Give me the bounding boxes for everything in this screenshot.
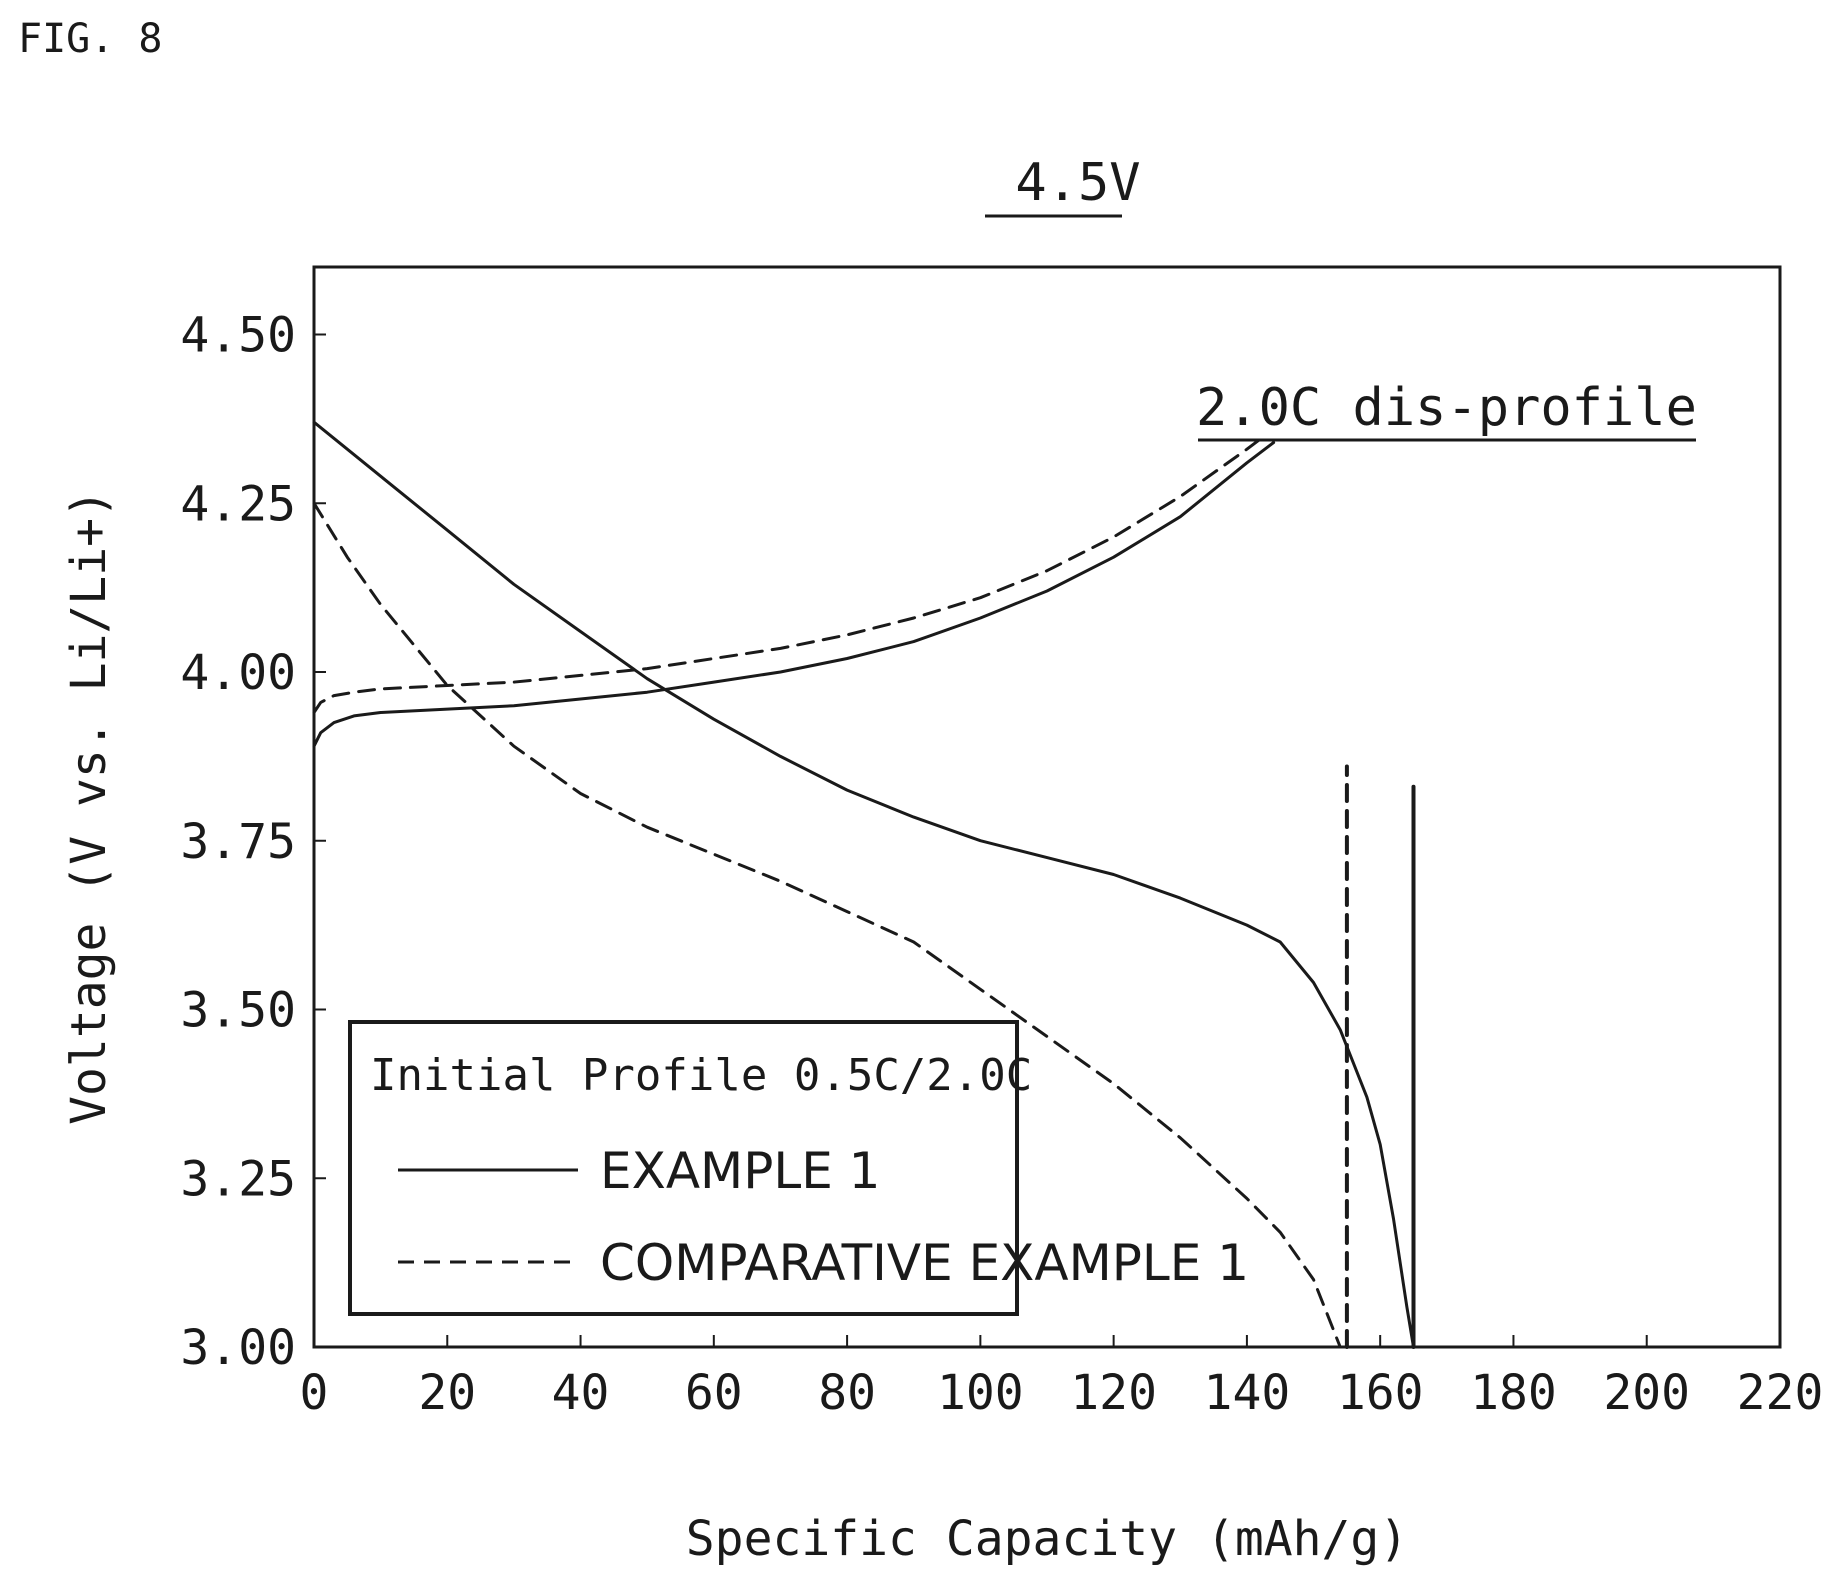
x-tick-label: 100 bbox=[937, 1365, 1024, 1421]
y-tick-label: 3.50 bbox=[180, 983, 296, 1039]
x-tick-label: 60 bbox=[685, 1365, 743, 1421]
annotation-dis-profile: 2.0C dis-profile bbox=[1196, 378, 1697, 438]
legend: Initial Profile 0.5C/2.0C EXAMPLE 1 COMP… bbox=[348, 1020, 1249, 1316]
x-tick-label: 140 bbox=[1204, 1365, 1291, 1421]
y-tick-label: 3.75 bbox=[180, 814, 296, 870]
x-tick-label: 40 bbox=[552, 1365, 610, 1421]
legend-entry-comparative-example-1: COMPARATIVE EXAMPLE 1 bbox=[600, 1234, 1249, 1292]
y-tick-label: 3.25 bbox=[180, 1151, 296, 1207]
x-axis-title: Specific Capacity (mAh/g) bbox=[686, 1511, 1408, 1567]
legend-box bbox=[348, 1020, 1019, 1316]
y-tick-label: 4.50 bbox=[180, 308, 296, 364]
figure-label: FIG. 8 bbox=[18, 16, 163, 62]
y-axis-title: Voltage (V vs. Li/Li+) bbox=[61, 489, 117, 1125]
plot-area-frame bbox=[312, 265, 1782, 1349]
y-tick-label: 4.00 bbox=[180, 645, 296, 701]
x-tick-label: 180 bbox=[1470, 1365, 1557, 1421]
series-comparative-example-1-discharge bbox=[312, 501, 1342, 1349]
legend-title: Initial Profile 0.5C/2.0C bbox=[370, 1050, 1032, 1101]
x-tick-label: 20 bbox=[418, 1365, 476, 1421]
y-axis-ticks: 3.00 3.25 3.50 3.75 4.00 4.25 4.50 bbox=[180, 308, 326, 1376]
x-axis-ticks: 0 20 40 60 80 100 120 140 160 180 200 220 bbox=[300, 1335, 1824, 1421]
y-tick-label: 4.25 bbox=[180, 476, 296, 532]
x-tick-label: 220 bbox=[1737, 1365, 1824, 1421]
series-example-1-charge bbox=[312, 441, 1276, 748]
x-tick-label: 160 bbox=[1337, 1365, 1424, 1421]
x-tick-label: 200 bbox=[1603, 1365, 1690, 1421]
series-example-1-discharge bbox=[312, 420, 1415, 1349]
chart-title: 4.5V bbox=[1015, 153, 1140, 213]
x-tick-label: 0 bbox=[300, 1365, 329, 1421]
x-tick-label: 80 bbox=[818, 1365, 876, 1421]
x-tick-label: 120 bbox=[1070, 1365, 1157, 1421]
legend-entry-example-1: EXAMPLE 1 bbox=[600, 1142, 881, 1200]
y-tick-label: 3.00 bbox=[180, 1320, 296, 1376]
series-layer bbox=[312, 420, 1416, 1349]
